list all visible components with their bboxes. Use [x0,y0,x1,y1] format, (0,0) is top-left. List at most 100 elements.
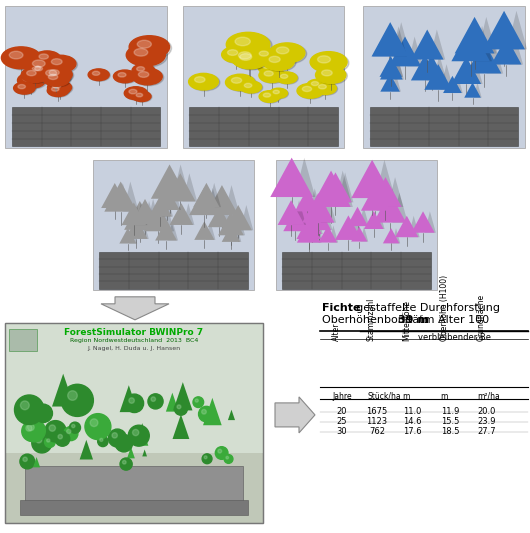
Polygon shape [372,22,409,56]
Polygon shape [425,211,436,233]
Circle shape [270,88,288,99]
Polygon shape [455,17,494,53]
Circle shape [39,54,48,59]
Polygon shape [454,76,463,93]
Circle shape [30,64,52,76]
Circle shape [64,426,78,441]
Polygon shape [509,37,523,64]
Circle shape [131,37,172,59]
Polygon shape [392,74,401,92]
Polygon shape [359,207,369,226]
Polygon shape [166,393,179,411]
Circle shape [269,88,287,98]
Circle shape [14,395,44,424]
Polygon shape [491,37,522,64]
Polygon shape [351,227,367,241]
Polygon shape [224,185,240,215]
Text: 23.9: 23.9 [478,417,496,426]
Circle shape [134,92,152,102]
Circle shape [312,53,349,74]
Polygon shape [147,199,160,224]
Circle shape [269,56,280,62]
Polygon shape [225,205,252,230]
Text: Region Nordwestdeutschland  2013  BC4: Region Nordwestdeutschland 2013 BC4 [70,338,198,343]
Circle shape [126,87,148,100]
Polygon shape [321,193,336,223]
Polygon shape [469,56,483,84]
Circle shape [122,461,126,464]
Circle shape [244,83,252,87]
Polygon shape [375,160,395,198]
Polygon shape [295,158,315,197]
Polygon shape [124,201,155,230]
Polygon shape [183,203,195,225]
Circle shape [49,82,73,95]
Polygon shape [138,219,149,239]
Circle shape [199,406,214,422]
Polygon shape [131,199,158,224]
Text: Fichte: Fichte [322,303,360,313]
Text: 25: 25 [337,417,347,426]
Bar [369,107,518,147]
Polygon shape [121,203,146,225]
Polygon shape [319,172,352,203]
Circle shape [45,421,66,442]
Circle shape [240,81,262,93]
Text: 17.6: 17.6 [403,427,421,436]
Circle shape [223,47,252,63]
Circle shape [112,433,117,438]
Polygon shape [478,17,497,53]
Circle shape [259,62,281,75]
Circle shape [317,67,347,84]
Circle shape [115,434,132,452]
Polygon shape [474,83,482,98]
Polygon shape [208,206,231,227]
Circle shape [190,74,220,91]
Text: : gestaffelte Durchforstung: : gestaffelte Durchforstung [349,303,500,313]
Circle shape [137,40,152,48]
Polygon shape [338,172,354,203]
Circle shape [68,391,77,400]
Circle shape [132,68,162,85]
Circle shape [138,71,149,77]
Polygon shape [293,200,306,225]
Circle shape [46,70,57,76]
Polygon shape [206,221,216,240]
Polygon shape [154,187,180,210]
Circle shape [319,85,326,89]
Circle shape [226,456,228,459]
Circle shape [118,72,126,77]
Text: Grundfläche: Grundfläche [477,294,486,341]
Circle shape [23,457,28,462]
Circle shape [92,71,100,75]
Circle shape [259,51,268,56]
Circle shape [254,48,280,63]
Circle shape [69,422,81,433]
Polygon shape [195,221,215,240]
Polygon shape [351,160,393,198]
Polygon shape [350,215,363,240]
Circle shape [189,74,218,90]
Polygon shape [411,211,435,233]
Polygon shape [393,22,411,56]
Polygon shape [361,185,388,211]
Circle shape [227,75,257,92]
Polygon shape [393,59,404,79]
Polygon shape [507,11,527,50]
Polygon shape [380,59,403,79]
Polygon shape [388,177,403,207]
Polygon shape [125,219,148,239]
Circle shape [72,424,75,427]
Circle shape [21,401,29,410]
Polygon shape [203,398,222,425]
Circle shape [45,437,55,447]
Text: m: m [402,392,409,401]
Text: Alter: Alter [332,322,341,341]
Text: J. Nagel, H. Duda u. J. Hansen: J. Nagel, H. Duda u. J. Hansen [87,346,181,351]
Text: 762: 762 [369,427,385,436]
Polygon shape [427,55,440,80]
Circle shape [26,70,36,76]
Bar [9,329,37,351]
Polygon shape [173,382,192,410]
Circle shape [51,87,59,91]
